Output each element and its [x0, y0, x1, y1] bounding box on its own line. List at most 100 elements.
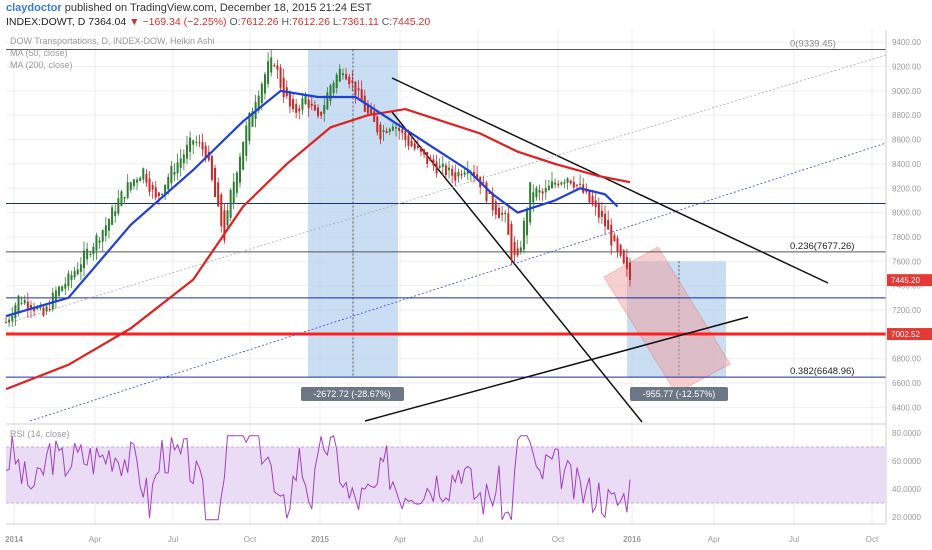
candle-body: [232, 181, 235, 204]
high-value: 7612.26: [291, 16, 330, 28]
y-tick-label: 9000.00: [892, 87, 921, 96]
candle-body: [23, 300, 26, 304]
rsi-line: [5, 435, 631, 521]
candle-body: [457, 171, 460, 177]
close-value: 7445.20: [392, 16, 431, 28]
channel-line-upper: [7, 54, 887, 324]
candle-body: [441, 163, 444, 167]
candle-body: [98, 240, 101, 243]
support-price-label: 7002.52: [891, 330, 920, 339]
candle-body: [198, 142, 201, 144]
price-axis[interactable]: 9400.00 9200.00 9000.00 8800.00 8600.00 8400.…: [885, 30, 932, 524]
candle-body: [376, 116, 379, 133]
candle-body: [182, 154, 185, 164]
candle-body: [104, 225, 107, 236]
close-label: C:: [381, 16, 393, 28]
y-tick-label: 7400.00: [892, 282, 921, 291]
candle-body: [29, 305, 32, 309]
candle-body: [532, 192, 535, 203]
last-price-badge: [887, 274, 932, 287]
candle-body: [566, 178, 569, 183]
x-tick-label: Jul: [473, 535, 483, 544]
candle-body: [161, 193, 163, 195]
candle-body: [360, 89, 363, 103]
candle-body: [613, 235, 616, 242]
y-tick-label: 8200.00: [892, 184, 921, 193]
candle-body: [513, 242, 516, 255]
candle-body: [451, 168, 454, 176]
y-tick-label: 7800.00: [892, 233, 921, 242]
candle-body: [288, 91, 291, 107]
candle-body: [310, 103, 313, 106]
candle-body: [136, 179, 139, 183]
candle-body: [622, 250, 625, 264]
candle-body: [526, 209, 529, 236]
y-tick-label: 6600.00: [892, 379, 921, 388]
candle-body: [535, 187, 538, 198]
x-tick-label: Jul: [168, 535, 178, 544]
candle-body: [320, 111, 323, 116]
x-tick-label: 2015: [311, 535, 329, 544]
candle-body: [482, 181, 485, 184]
candle-body: [107, 219, 110, 231]
candle-body: [416, 146, 419, 148]
candle-body: [298, 108, 301, 112]
candle-body: [354, 81, 357, 96]
candle-body: [276, 65, 279, 70]
candle-body: [11, 315, 14, 321]
candle-body: [129, 182, 132, 191]
legend-rsi: RSI (14, close): [10, 429, 70, 439]
candle-body: [239, 156, 241, 183]
legend-title: DOW Transportations, D, INDEX-DOW, Heiki…: [10, 36, 215, 46]
candle-body: [214, 167, 217, 198]
rsi-band: [6, 447, 886, 503]
candle-body: [89, 253, 92, 255]
horizontal-lines: [6, 49, 886, 378]
candle-body: [541, 191, 544, 194]
open-label: O:: [229, 16, 241, 28]
candle-body: [510, 224, 513, 261]
y-tick-label: 9200.00: [892, 63, 921, 72]
candle-body: [279, 67, 282, 88]
candle-body: [575, 184, 578, 186]
candle-body: [435, 162, 438, 174]
candle-body: [167, 176, 170, 190]
candle-body: [76, 269, 79, 275]
candle-body: [604, 213, 607, 227]
candle-body: [263, 74, 266, 94]
candle-body: [395, 127, 397, 129]
rsi-tick-label: 60.0000: [892, 457, 921, 466]
candle-body: [192, 140, 195, 145]
candle-body: [248, 112, 251, 141]
candle-body: [111, 207, 114, 225]
author-link[interactable]: claydoctor: [6, 2, 62, 14]
candle-body: [501, 213, 504, 215]
candle-body: [39, 306, 42, 309]
candle-body: [51, 292, 54, 310]
candle-body: [410, 140, 413, 147]
publish-text: published on TradingView.com, December 1…: [64, 2, 372, 14]
candle-body: [326, 92, 329, 110]
candle-body: [204, 145, 207, 158]
low-value: 7361.11: [341, 16, 379, 28]
candle-body: [148, 178, 151, 192]
last-price: 7364.04: [88, 16, 127, 28]
candle-body: [120, 191, 123, 206]
candle-body: [600, 210, 603, 217]
candle-body: [569, 180, 572, 184]
low-label: L:: [332, 16, 342, 28]
x-tick-label: Apr: [394, 535, 407, 544]
candle-body: [516, 248, 519, 256]
candle-body: [448, 167, 451, 171]
candle-body: [195, 141, 198, 143]
candle-body: [351, 80, 354, 83]
y-tick-label: 7200.00: [892, 306, 921, 315]
candle-body: [385, 130, 388, 133]
x-tick-label: Jul: [789, 535, 799, 544]
x-tick-label: Apr: [708, 535, 721, 544]
candle-body: [201, 142, 204, 150]
time-axis[interactable]: 2014 Apr Jul Oct 2015 Apr Jul Oct 2016 Apr Jul Oct: [5, 535, 879, 544]
candle-body: [170, 166, 173, 184]
candle-body: [398, 127, 401, 131]
